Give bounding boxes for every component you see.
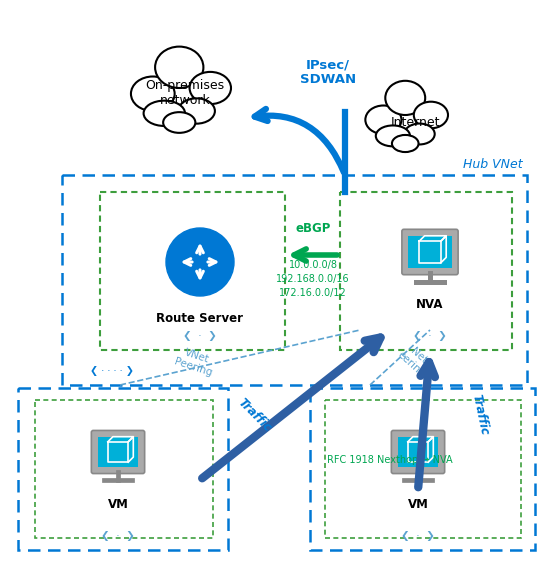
Bar xyxy=(18,388,228,550)
Bar xyxy=(310,388,535,550)
Bar xyxy=(100,192,285,350)
Text: VM: VM xyxy=(408,498,428,511)
Text: Internet: Internet xyxy=(390,117,440,130)
Ellipse shape xyxy=(178,98,215,123)
FancyBboxPatch shape xyxy=(402,229,458,275)
Text: 10.0.0.0/8
192.168.0.0/16
172.16.0.0/12: 10.0.0.0/8 192.168.0.0/16 172.16.0.0/12 xyxy=(276,260,350,298)
Ellipse shape xyxy=(163,112,195,133)
Ellipse shape xyxy=(404,123,434,145)
Text: ❮  ·  ❯: ❮ · ❯ xyxy=(413,331,447,341)
Text: Traffic: Traffic xyxy=(469,393,491,437)
Ellipse shape xyxy=(144,100,185,126)
FancyBboxPatch shape xyxy=(409,236,452,268)
Text: VNet
Peering: VNet Peering xyxy=(173,346,217,378)
Text: ❮  ·  ❯: ❮ · ❯ xyxy=(401,531,435,541)
FancyBboxPatch shape xyxy=(97,437,139,467)
Bar xyxy=(35,400,213,538)
Text: Net
eering: Net eering xyxy=(395,341,434,379)
Text: ❮ · · · · ❯: ❮ · · · · ❯ xyxy=(90,366,134,376)
Bar xyxy=(325,400,521,538)
Text: IPsec/
SDWAN: IPsec/ SDWAN xyxy=(300,58,356,86)
Ellipse shape xyxy=(155,46,204,88)
Text: eBGP: eBGP xyxy=(295,222,331,235)
Ellipse shape xyxy=(376,126,410,146)
Text: RFC 1918 Nexthop → NVA: RFC 1918 Nexthop → NVA xyxy=(327,455,453,465)
Bar xyxy=(62,175,527,385)
FancyArrowPatch shape xyxy=(255,109,344,172)
Text: Traffic: Traffic xyxy=(236,395,274,435)
FancyBboxPatch shape xyxy=(392,430,444,474)
Text: Route Server: Route Server xyxy=(157,312,244,325)
Ellipse shape xyxy=(190,72,231,104)
Text: ❮  ·  ❯: ❮ · ❯ xyxy=(183,331,217,341)
Ellipse shape xyxy=(392,135,419,152)
Text: VM: VM xyxy=(108,498,129,511)
Text: Hub VNet: Hub VNet xyxy=(463,158,523,171)
FancyBboxPatch shape xyxy=(91,430,145,474)
Ellipse shape xyxy=(365,106,402,134)
Text: ❮  ·  ❯: ❮ · ❯ xyxy=(101,531,135,541)
Text: On-premises
network: On-premises network xyxy=(145,79,224,107)
Ellipse shape xyxy=(414,102,448,129)
Ellipse shape xyxy=(386,81,425,115)
Bar xyxy=(340,192,512,350)
Circle shape xyxy=(166,228,234,296)
Ellipse shape xyxy=(131,76,175,111)
FancyBboxPatch shape xyxy=(398,437,438,467)
Text: NVA: NVA xyxy=(416,298,444,311)
